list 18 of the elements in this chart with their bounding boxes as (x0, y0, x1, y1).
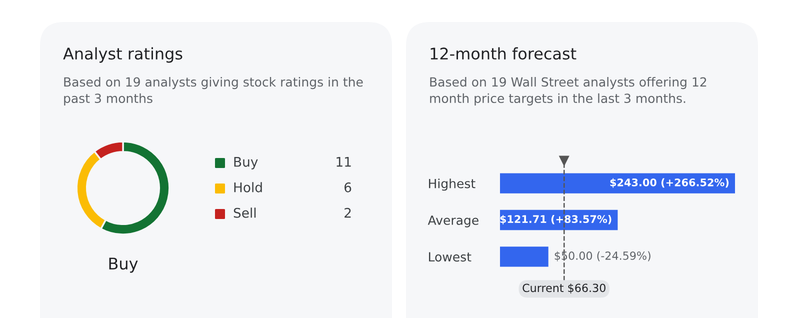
legend-label: Buy (234, 157, 258, 170)
data-label: 2 (344, 208, 351, 218)
text: Buy (109, 258, 138, 273)
legend-label: Sell (234, 208, 256, 218)
chart-subtitle: Based on 19 Wall Street analysts offering 12 month price targets in the last 3 months. (430, 77, 706, 106)
chart-title: Analyst ratings (63, 47, 182, 63)
y-tick-label: Highest (429, 178, 476, 191)
ref-line-label: Current $66.30 (522, 284, 606, 294)
data-label: $121.71 (+83.57%) (500, 214, 612, 224)
chart-title: 12-month forecast (430, 47, 576, 60)
data-label: 6 (344, 182, 352, 192)
chart-subtitle: Based on 19 analysts giving stock ratings in the past 3 months (64, 77, 363, 106)
data-label: $50.00 (-24.59%) (554, 251, 650, 262)
y-tick-label: Lowest (429, 252, 472, 262)
data-label: $243.00 (+266.52%) (610, 178, 729, 188)
data-label: 11 (336, 157, 351, 167)
legend-label: Hold (234, 182, 262, 192)
y-tick-label: Average (428, 216, 478, 228)
